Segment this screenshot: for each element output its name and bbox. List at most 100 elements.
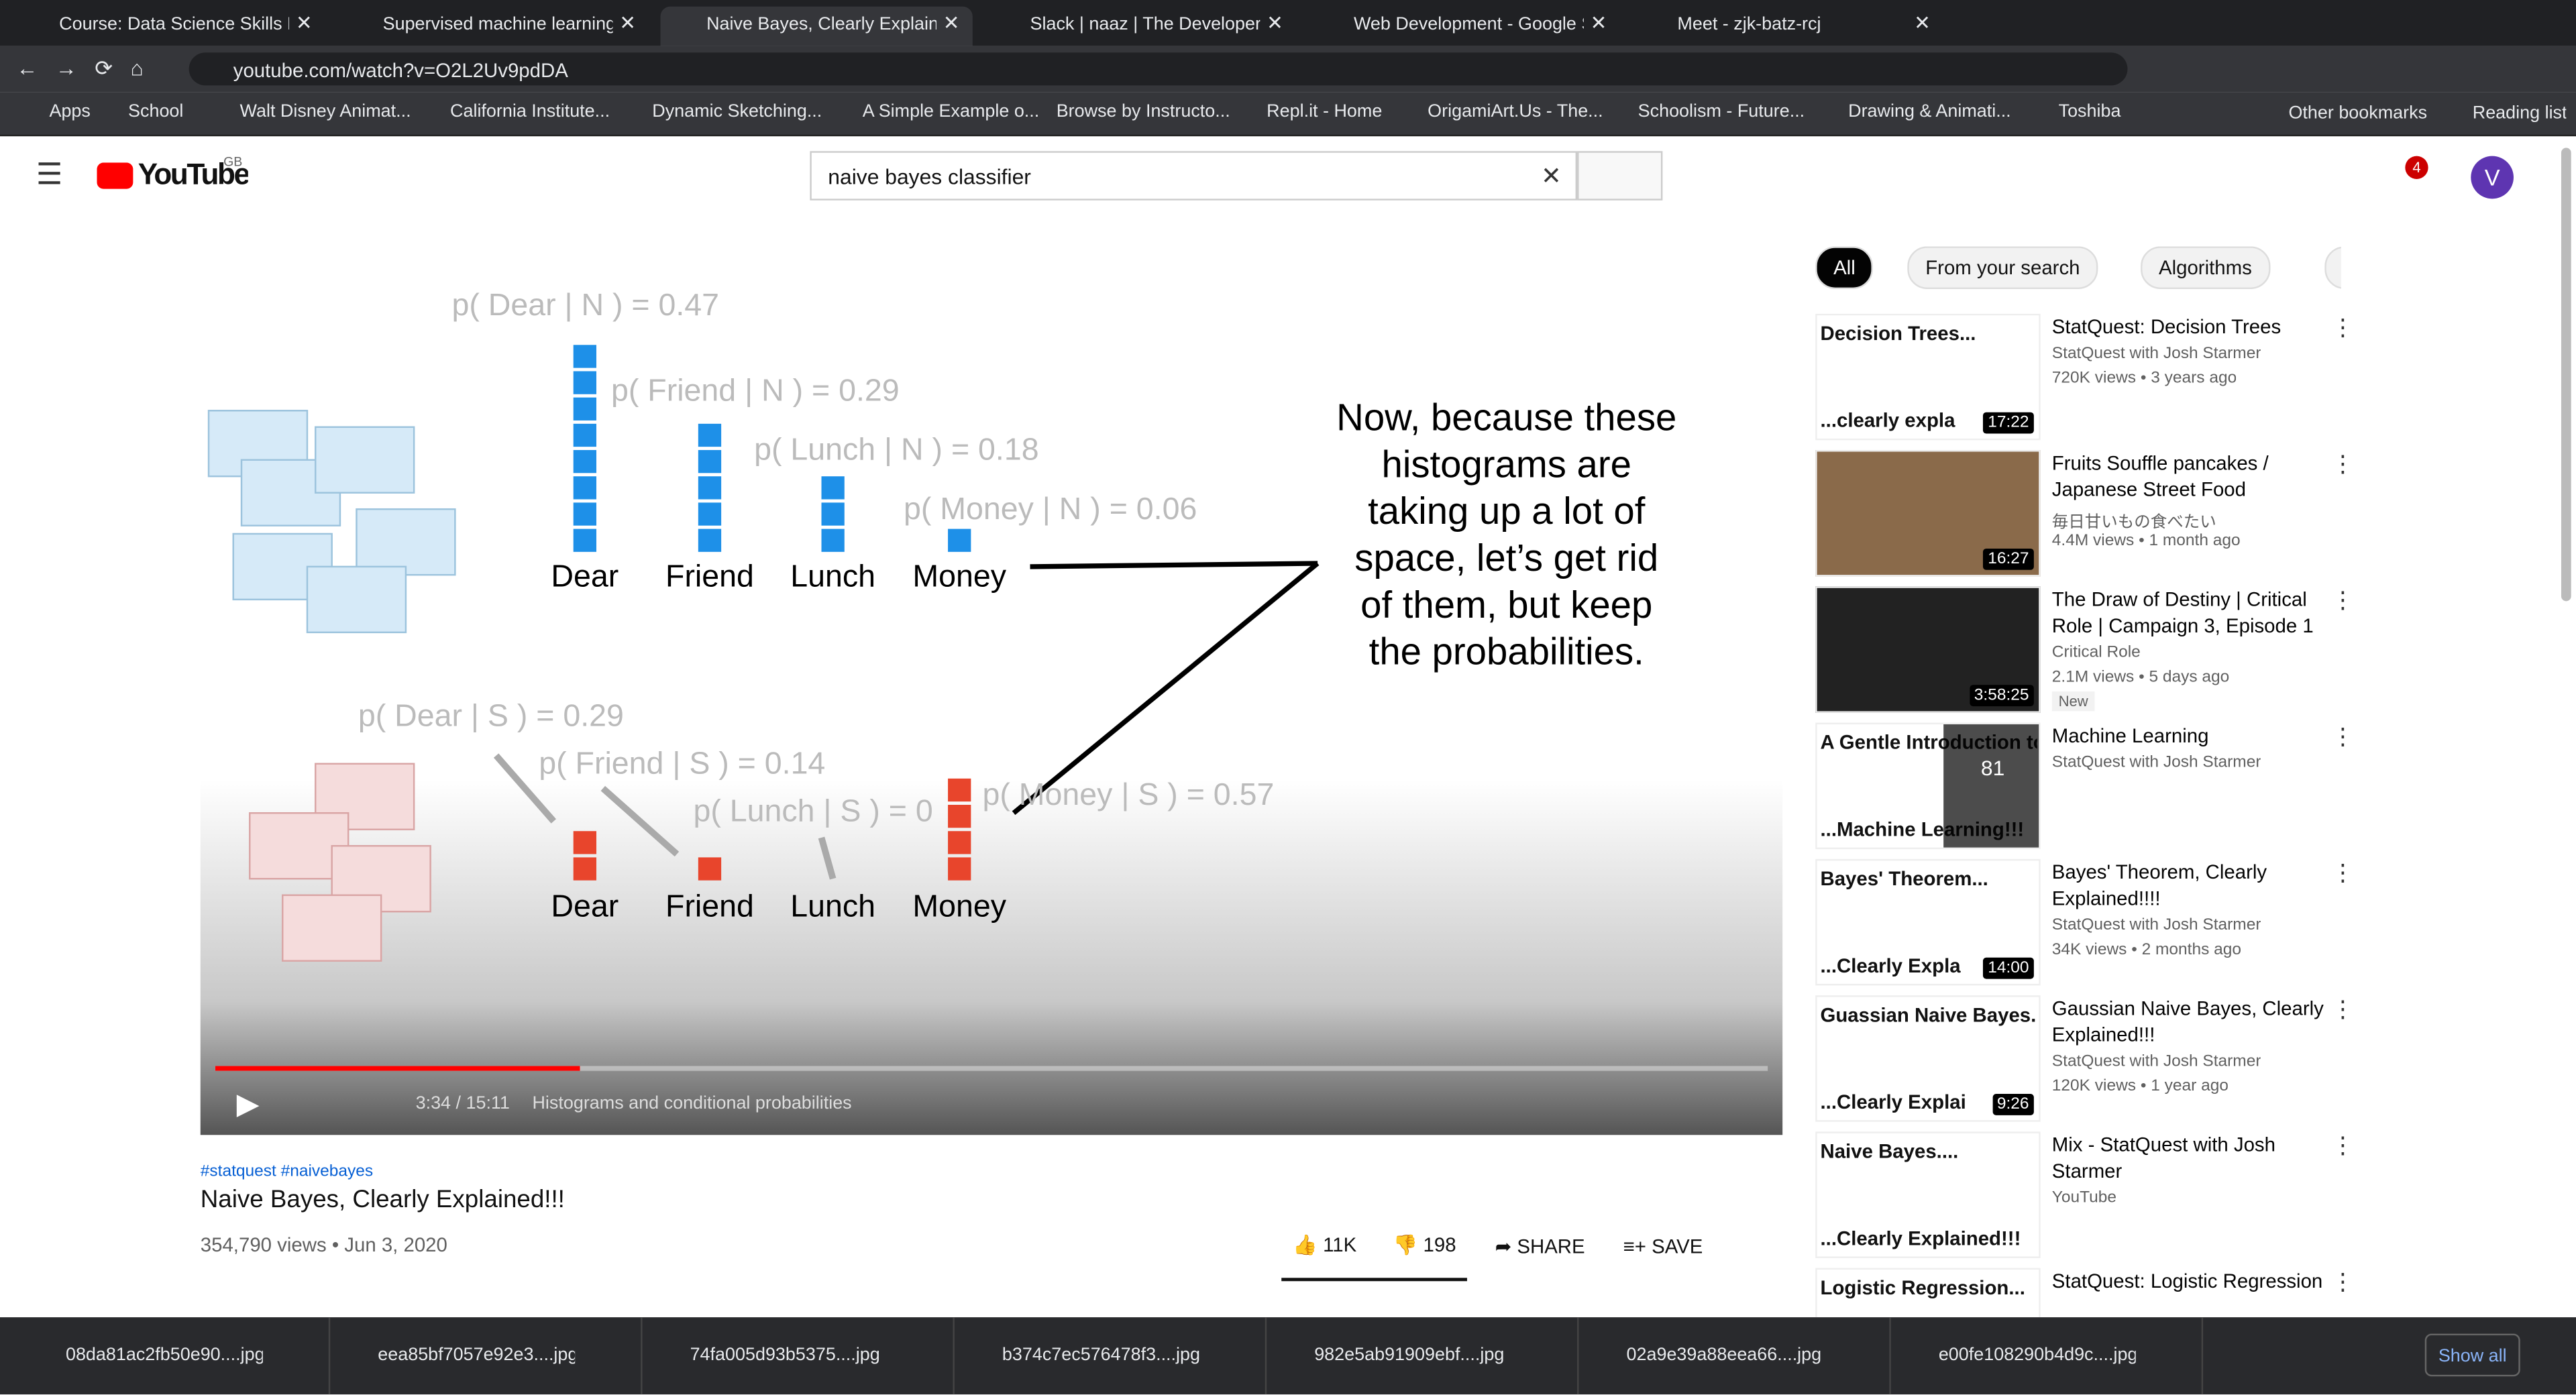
clear[interactable]: ✕ [1541,162,1562,191]
save[interactable]: ≡+ SAVE [1623,1235,1703,1258]
bookmark-label: Apps [49,101,91,122]
bookmark[interactable]: Apps [19,102,90,121]
chip[interactable]: Algorithms [2141,246,2270,290]
show-all[interactable]: Show all [2424,1333,2520,1377]
search-box[interactable]: naive bayes classifier ✕ [810,151,1578,201]
tab-close[interactable]: ✕ [943,11,960,35]
tab[interactable]: Meet - zjk-batz-rcj ✕ [1631,7,1943,46]
progress[interactable] [215,1066,1768,1071]
download-item[interactable]: b374c7ec576478f3....jpg [966,1317,1267,1395]
tab-close[interactable]: ✕ [1914,11,1931,35]
tab-close[interactable]: ✕ [295,11,313,35]
histogram-block [573,528,596,552]
more[interactable]: ⋮ [2331,1268,2355,1294]
play[interactable]: ▶ [236,1087,260,1121]
rec-title[interactable]: StatQuest: Logistic Regression [2051,1270,2323,1293]
reading-list[interactable]: Reading list [2472,103,2567,123]
download-item[interactable]: 08da81ac2fb50e90....jpg [30,1317,331,1395]
download-item[interactable]: 74fa005d93b5375....jpg [654,1317,955,1395]
tab-close[interactable]: ✕ [1267,11,1283,35]
download-item[interactable]: 02a9e39a88eea66....jpg [1591,1317,1891,1395]
nav-buttons[interactable]: ← → ⟳ ⌂ [16,56,144,81]
thumbnail[interactable]: Naive Bayes.... ...Clearly Explained!!! [1815,1131,2041,1258]
bookmark[interactable]: OrigamiArt.Us - The... [1398,102,1603,121]
histogram-block [573,476,596,500]
bookmark[interactable]: Walt Disney Animat... [210,102,411,121]
more[interactable]: ⋮ [2331,995,2355,1022]
more[interactable]: ⋮ [2331,450,2355,477]
bookmark[interactable]: Dynamic Sketching... [623,102,822,121]
bookmark[interactable]: Drawing & Animati... [1819,102,2011,121]
menu[interactable]: ☰ [36,158,63,191]
bookmark[interactable]: Schoolism - Future... [1609,102,1805,121]
probability-label: p( Friend | S ) = 0.14 [539,745,825,780]
word-label: Lunch [790,889,875,924]
download-item[interactable]: eea85bf7057e92e3....jpg [341,1317,643,1395]
avatar[interactable]: V [2471,156,2514,199]
logo[interactable]: YouTube [138,158,249,191]
rec-title[interactable]: The Draw of Destiny | Critical Role | Ca… [2051,588,2314,638]
download-item[interactable]: e00fe108290b4d9c....jpg [1902,1317,2204,1395]
like[interactable]: 👍 11K [1293,1233,1357,1257]
bookmark[interactable]: School [99,102,183,121]
dislike[interactable]: 👎 198 [1393,1233,1456,1257]
thumbnail[interactable]: 3:58:25 [1815,586,2041,713]
bookmark[interactable]: California Institute... [421,102,610,121]
note-line: space, let’s get rid [1354,537,1658,579]
more[interactable]: ⋮ [2331,722,2355,749]
dislikes: 198 [1423,1233,1456,1257]
rec-channel[interactable]: 毎日甘いもの食べたい [2051,514,2216,533]
tab-close[interactable]: ✕ [1590,11,1607,35]
more[interactable]: ⋮ [2331,1131,2355,1158]
tab[interactable]: Supervised machine learning - cl ✕ [337,7,649,46]
address-bar[interactable]: youtube.com/watch?v=O2L2Uv9pdDA [189,52,2128,86]
rec-channel[interactable]: StatQuest with Josh Starmer [2051,1052,2261,1071]
chip[interactable]: From your search [1907,246,2098,290]
rec-title[interactable]: Machine Learning [2051,724,2209,748]
tab-close[interactable]: ✕ [619,11,636,35]
download-item[interactable]: 982e5ab91909ebf....jpg [1278,1317,1579,1395]
video-meta: 354,790 views • Jun 3, 2020 [200,1233,447,1257]
other-bookmarks[interactable]: Other bookmarks [2288,103,2428,123]
more[interactable]: ⋮ [2331,586,2355,613]
rec-title[interactable]: Mix - StatQuest with Josh Starmer [2051,1133,2275,1183]
thumbnail[interactable]: Decision Trees... ...clearly expla 17:22 [1815,313,2041,441]
thumbnail[interactable]: Logistic Regression... [1815,1268,2041,1318]
more[interactable]: ⋮ [2331,313,2355,340]
video-player[interactable]: Dear Dear p( Dear | N ) = 0.47 p( Dear | S … [200,246,1783,1135]
tab[interactable]: Course: Data Science Skills Bootc ✕ [13,7,325,46]
bookmark-label: Toshiba [2058,101,2121,122]
rec-title[interactable]: Bayes' Theorem, Clearly Explained!!!! [2051,860,2267,910]
thumbnail[interactable]: Bayes' Theorem... ...Clearly Expla 14:00 [1815,858,2041,986]
thumbnail[interactable]: A Gentle Introduction to.......Machine L… [1815,722,2041,850]
rec-channel[interactable]: StatQuest with Josh Starmer [2051,345,2261,364]
rec-channel[interactable]: StatQuest with Josh Starmer [2051,754,2261,773]
bookmark[interactable]: Browse by Instructo... [1027,102,1230,121]
more[interactable]: ⋮ [2331,858,2355,886]
duration: 14:00 [1982,957,2034,979]
recommendations: Decision Trees... ...clearly expla 17:22 St… [1815,313,2357,1318]
chip[interactable]: Statis [2324,246,2341,290]
scrollbar[interactable] [2561,148,2571,602]
chip[interactable]: All [1815,246,1874,290]
histogram-block [698,528,722,552]
tab[interactable]: Naive Bayes, Clearly Explained!!! ✕ [660,6,973,46]
rec-title[interactable]: Fruits Souffle pancakes / Japanese Stree… [2051,451,2269,501]
thumbnail[interactable]: Guassian Naive Bayes.... ...Clearly Expla… [1815,995,2041,1122]
thumbnail[interactable]: 16:27 [1815,450,2041,577]
bookmark[interactable]: A Simple Example o... [833,102,1040,121]
logo-icon[interactable] [97,162,133,189]
tab[interactable]: Web Development - Google Shee ✕ [1307,7,1619,46]
bookmark[interactable]: Repl.it - Home [1237,102,1382,121]
share[interactable]: ➦ SHARE [1495,1235,1585,1258]
rec-title[interactable]: Gaussian Naive Bayes, Clearly Explained!… [2051,997,2324,1047]
chapter[interactable]: Histograms and conditional probabilities [532,1094,852,1114]
rec-channel[interactable]: Critical Role [2051,644,2141,662]
rec-channel[interactable]: YouTube [2051,1189,2117,1208]
search-button[interactable] [1577,151,1663,201]
rec-channel[interactable]: StatQuest with Josh Starmer [2051,916,2261,935]
bookmark[interactable]: Toshiba [2029,102,2121,121]
rec-title[interactable]: StatQuest: Decision Trees [2051,315,2282,339]
tab[interactable]: Slack | naaz | The Developer Acad ✕ [984,7,1296,46]
hashtags[interactable]: #statquest #naivebayes [200,1162,374,1181]
